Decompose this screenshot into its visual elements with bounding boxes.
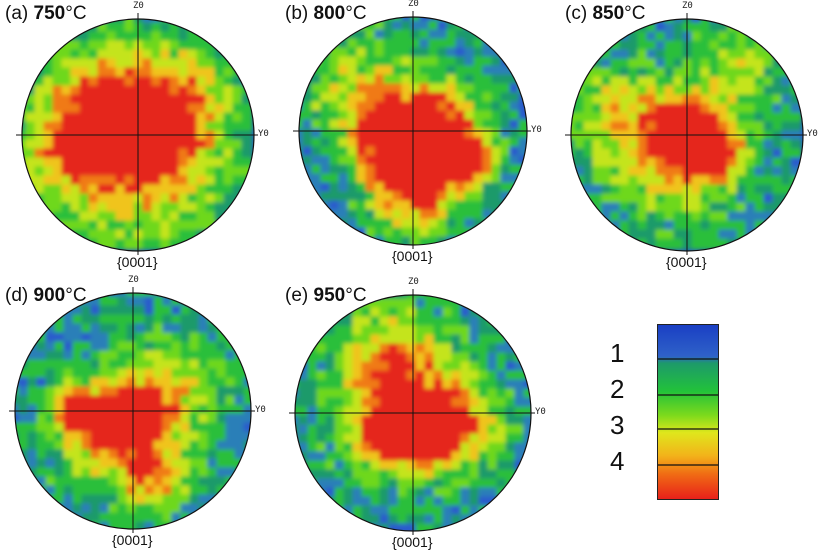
panel-label-a: (a) 750°C [5,3,87,25]
plane-label: {0001} [666,254,707,270]
temperature-unit: °C [345,3,367,24]
pole-figure-a [16,13,258,255]
y-axis-label: Y0 [258,129,269,139]
intensity-legend: 1 2 3 4 [610,320,730,510]
y-axis-label: Y0 [807,129,818,139]
y-axis-label: Y0 [535,407,546,417]
pole-figure-panel-a: (a) 750°C Z0 Y0 {0001} [5,1,269,273]
pole-figure-b [293,11,531,249]
intensity-map [571,19,803,251]
panel-label-c: (c) 850°C [565,3,645,25]
z-axis-label: Z0 [682,1,693,11]
intensity-map [299,17,527,245]
plane-label: {0001} [112,532,153,548]
temperature-unit: °C [65,285,87,306]
temperature-value: 950 [313,285,346,306]
panel-id: (b) [285,3,309,24]
plane-label: {0001} [392,248,433,264]
legend-level-3: 3 [610,410,625,440]
legend-gradient [658,325,718,499]
legend-level-2: 2 [610,374,625,404]
panel-label-e: (e) 950°C [285,285,367,307]
legend-level-4: 4 [610,446,625,476]
y-axis-label: Y0 [255,405,266,415]
pole-figure-panel-e: (e) 950°C Z0 Y0 {0001} [285,277,546,555]
pole-figure-panel-b: (b) 800°C Z0 Y0 {0001} [285,0,545,273]
panel-id: (c) [565,3,588,24]
plane-label: {0001} [392,534,433,550]
temperature-unit: °C [65,3,87,24]
z-axis-label: Z0 [133,1,144,11]
intensity-map [295,295,531,531]
temperature-unit: °C [624,3,646,24]
z-axis-label: Z0 [408,277,419,287]
temperature-value: 750 [33,3,66,24]
pole-figure-panel-c: (c) 850°C Z0 Y0 {0001} [565,1,825,273]
panel-label-d: (d) 900°C [5,285,87,307]
panel-label-b: (b) 800°C [285,3,367,25]
legend-level-1: 1 [610,338,625,368]
intensity-map [15,293,251,529]
legend-color-bar [657,324,719,500]
temperature-value: 800 [313,3,346,24]
pole-figure-c [565,13,807,255]
plane-label: {0001} [117,254,158,270]
z-axis-label: Z0 [128,275,139,285]
temperature-value: 850 [592,3,625,24]
temperature-value: 900 [33,285,66,306]
pole-figure-e [289,289,535,535]
panel-id: (e) [285,285,309,306]
y-axis-label: Y0 [531,125,542,135]
pole-figure-d [9,287,255,533]
panel-id: (a) [5,3,29,24]
intensity-map [22,19,254,251]
z-axis-label: Z0 [408,0,419,9]
pole-figure-panel-d: (d) 900°C Z0 Y0 {0001} [5,275,266,555]
temperature-unit: °C [345,285,367,306]
panel-id: (d) [5,285,29,306]
